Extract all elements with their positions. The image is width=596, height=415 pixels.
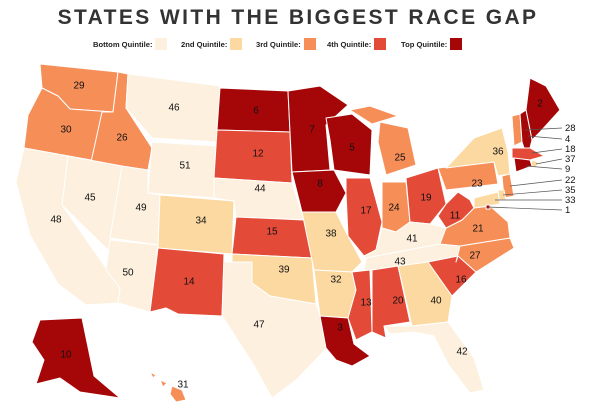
legend-item-top-quintile: Top Quintile: xyxy=(401,38,463,50)
rank-label-vt: 28 xyxy=(565,123,576,134)
callout-line-ma xyxy=(531,148,563,154)
rank-label-nj: 22 xyxy=(565,175,576,186)
rank-label-sd: 12 xyxy=(252,149,264,160)
state-wi xyxy=(325,113,373,176)
rank-label-id: 26 xyxy=(116,133,128,144)
rank-label-ny: 36 xyxy=(492,147,504,158)
state-mi xyxy=(349,105,417,176)
callout-line-ct xyxy=(525,165,563,170)
rank-label-az: 50 xyxy=(122,268,134,279)
rank-label-tn: 43 xyxy=(394,257,406,268)
map-title: STATES WITH THE BIGGEST RACE GAP xyxy=(57,6,539,29)
rank-label-nv: 45 xyxy=(84,193,96,204)
rank-label-oh: 19 xyxy=(420,193,432,204)
rank-label-la: 3 xyxy=(337,323,343,334)
callout-line-dc xyxy=(487,206,563,211)
rank-label-wy: 51 xyxy=(179,161,191,172)
rank-label-ga: 40 xyxy=(430,296,442,307)
rank-label-wa: 29 xyxy=(73,81,85,92)
rank-label-ks: 15 xyxy=(266,227,278,238)
state-me xyxy=(525,77,561,141)
state-oh xyxy=(405,167,447,225)
state-la xyxy=(319,315,371,367)
rank-label-nc: 27 xyxy=(469,251,481,262)
state-fl xyxy=(383,321,485,394)
rank-labels: 2930482645465149503414612441539477838323… xyxy=(50,81,575,391)
rank-label-ok: 39 xyxy=(278,265,290,276)
rank-label-dc: 1 xyxy=(565,205,570,216)
callout-line-vt xyxy=(524,127,563,131)
rank-label-me: 2 xyxy=(537,99,543,110)
rank-label-ia: 8 xyxy=(317,179,323,190)
rank-label-mt: 46 xyxy=(168,103,180,114)
state-nm xyxy=(149,247,225,317)
rank-label-pa: 23 xyxy=(471,179,483,190)
rank-label-ar: 32 xyxy=(330,275,342,286)
legend-item-4th-quintile: 4th Quintile: xyxy=(327,38,387,50)
legend-swatch xyxy=(450,38,463,50)
rank-label-co: 34 xyxy=(195,216,207,227)
state-ga xyxy=(397,261,453,327)
callout-leaders xyxy=(487,127,563,211)
legend-label: 3rd Quintile: xyxy=(256,39,301,49)
states-layer xyxy=(15,63,561,403)
rank-label-hi: 31 xyxy=(177,380,189,391)
rank-label-ak: 10 xyxy=(60,350,72,361)
callout-line-de xyxy=(502,189,563,196)
rank-label-mn: 7 xyxy=(309,125,315,136)
callout-line-nj xyxy=(509,179,563,187)
state-mt xyxy=(125,73,221,143)
legend-swatch xyxy=(155,38,168,50)
legend-item-2nd-quintile: 2nd Quintile: xyxy=(181,38,243,50)
rank-label-or: 30 xyxy=(60,125,72,136)
rank-label-in: 24 xyxy=(388,203,400,214)
rank-label-mo: 38 xyxy=(325,229,337,240)
legend-item-3rd-quintile: 3rd Quintile: xyxy=(256,38,316,50)
state-ny xyxy=(445,127,511,177)
state-mn xyxy=(287,85,349,173)
rank-label-nm: 14 xyxy=(183,277,195,288)
state-md xyxy=(473,191,501,209)
legend-item-bottom-quintile: Bottom Quintile: xyxy=(93,38,168,50)
legend-label: 2nd Quintile: xyxy=(181,39,228,49)
state-ms xyxy=(347,269,373,341)
callout-line-nh xyxy=(527,135,563,140)
callout-line-ri xyxy=(535,158,563,165)
rank-label-ct: 9 xyxy=(565,164,570,175)
rank-label-ut: 49 xyxy=(135,203,147,214)
legend-label: Top Quintile: xyxy=(401,39,448,49)
legend-swatch xyxy=(230,38,243,50)
rank-label-ca: 48 xyxy=(50,215,62,226)
rank-label-wv: 11 xyxy=(450,211,461,222)
legend-swatch xyxy=(303,38,316,50)
legend-label: 4th Quintile: xyxy=(327,39,372,49)
rank-label-mi: 25 xyxy=(394,153,406,164)
rank-label-ri: 37 xyxy=(565,154,576,165)
rank-label-il: 17 xyxy=(360,206,372,217)
rank-label-sc: 16 xyxy=(455,275,467,286)
rank-label-ms: 13 xyxy=(360,298,372,309)
state-hi xyxy=(149,371,187,403)
state-wv xyxy=(437,191,475,229)
rank-label-fl: 42 xyxy=(456,347,468,358)
rank-label-md: 33 xyxy=(565,195,576,206)
rank-label-ky: 41 xyxy=(406,234,418,245)
rank-label-al: 20 xyxy=(392,296,404,307)
rank-label-nd: 6 xyxy=(253,106,259,117)
state-ct xyxy=(513,157,533,173)
rank-label-wi: 5 xyxy=(349,143,355,154)
rank-label-tx: 47 xyxy=(253,320,265,331)
state-ma xyxy=(511,147,545,161)
rank-label-nh: 4 xyxy=(565,134,570,145)
rank-label-ne: 44 xyxy=(254,184,266,195)
rank-label-ma: 18 xyxy=(565,144,576,155)
rank-label-va: 21 xyxy=(472,224,484,235)
legend-label: Bottom Quintile: xyxy=(93,39,153,49)
state-ia xyxy=(291,169,347,213)
rank-label-de: 35 xyxy=(565,185,576,196)
legend-swatch xyxy=(374,38,387,50)
state-ak xyxy=(31,317,121,399)
